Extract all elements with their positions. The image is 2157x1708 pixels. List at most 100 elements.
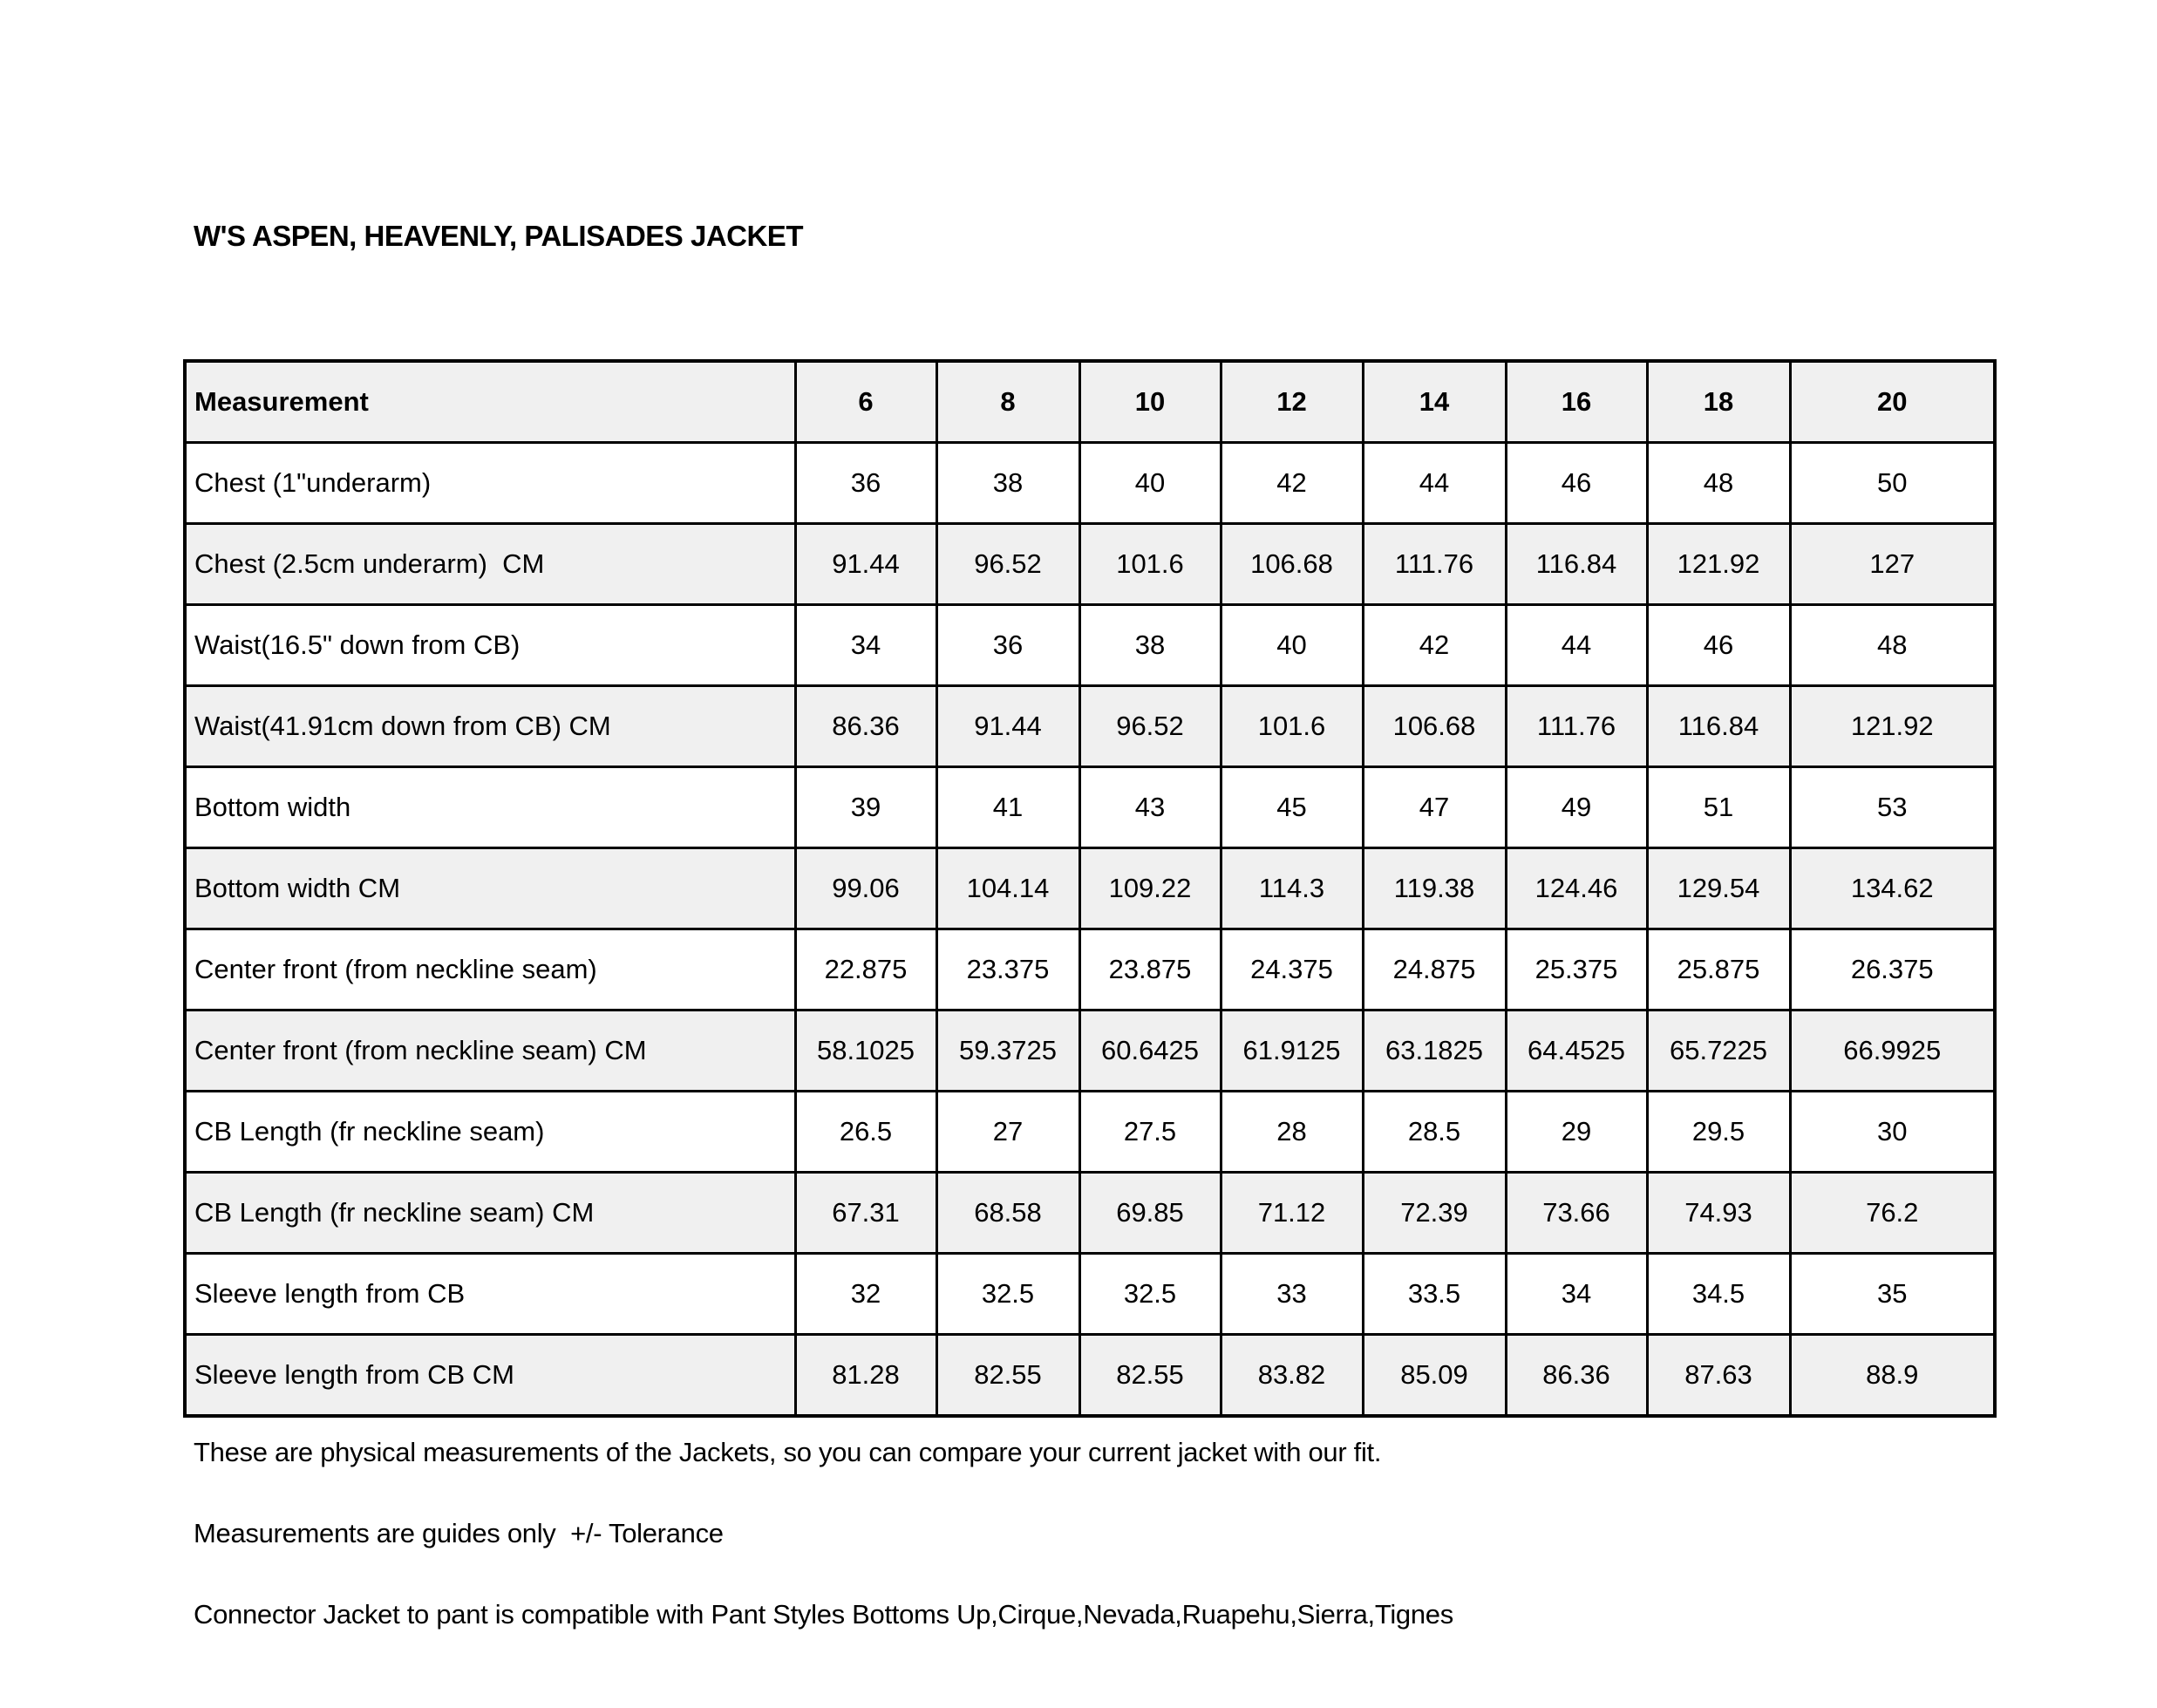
row-label: Chest (2.5cm underarm) CM: [183, 522, 797, 606]
measurement-value: 53: [1788, 766, 1997, 849]
measurement-value: 28: [1219, 1090, 1364, 1174]
measurement-value: 106.68: [1219, 522, 1364, 606]
table-row: Sleeve length from CB CM 81.28 82.55 82.55 8…: [183, 1333, 1997, 1418]
column-header-size: 12: [1219, 359, 1364, 444]
measurement-value: 46: [1645, 603, 1792, 687]
table-row: Bottom width CM 99.06 104.14 109.22 114.3 119…: [183, 847, 1997, 930]
measurement-value: 82.55: [935, 1333, 1081, 1418]
column-header-measurement: Measurement: [183, 359, 797, 444]
measurement-value: 44: [1361, 441, 1507, 525]
measurement-value: 34.5: [1645, 1252, 1792, 1336]
row-label: Bottom width CM: [183, 847, 797, 930]
measurement-value: 106.68: [1361, 684, 1507, 768]
measurement-value: 67.31: [793, 1171, 938, 1255]
size-chart-table: Measurement 6 8 10 12 14 16 18 20 Chest (1"under…: [183, 359, 1997, 1418]
measurement-value: 96.52: [935, 522, 1081, 606]
measurement-value: 33.5: [1361, 1252, 1507, 1336]
measurement-value: 134.62: [1788, 847, 1997, 930]
measurement-value: 86.36: [1504, 1333, 1649, 1418]
measurement-value: 119.38: [1361, 847, 1507, 930]
measurement-value: 76.2: [1788, 1171, 1997, 1255]
measurement-value: 29.5: [1645, 1090, 1792, 1174]
measurement-value: 73.66: [1504, 1171, 1649, 1255]
measurement-value: 46: [1504, 441, 1649, 525]
column-header-size: 20: [1788, 359, 1997, 444]
row-label: Waist(41.91cm down from CB) CM: [183, 684, 797, 768]
table-row: Sleeve length from CB 32 32.5 32.5 33 33.5 34 3…: [183, 1252, 1997, 1336]
measurement-value: 65.7225: [1645, 1009, 1792, 1092]
measurement-value: 45: [1219, 766, 1364, 849]
measurement-value: 48: [1645, 441, 1792, 525]
measurement-value: 23.375: [935, 928, 1081, 1011]
table-row: Chest (2.5cm underarm) CM 91.44 96.52 101.6…: [183, 522, 1997, 606]
table-row: CB Length (fr neckline seam) CM 67.31 68.5…: [183, 1171, 1997, 1255]
row-label: Sleeve length from CB: [183, 1252, 797, 1336]
measurement-value: 44: [1504, 603, 1649, 687]
measurement-value: 38: [935, 441, 1081, 525]
column-header-size: 14: [1361, 359, 1507, 444]
measurement-value: 27.5: [1078, 1090, 1222, 1174]
measurement-value: 127: [1788, 522, 1997, 606]
measurement-value: 121.92: [1645, 522, 1792, 606]
measurement-value: 32.5: [935, 1252, 1081, 1336]
measurement-value: 30: [1788, 1090, 1997, 1174]
table-header: Measurement 6 8 10 12 14 16 18 20: [183, 359, 1997, 444]
measurement-value: 63.1825: [1361, 1009, 1507, 1092]
page-title: W'S ASPEN, HEAVENLY, PALISADES JACKET: [194, 220, 803, 252]
measurement-value: 121.92: [1788, 684, 1997, 768]
measurement-value: 39: [793, 766, 938, 849]
row-label: CB Length (fr neckline seam): [183, 1090, 797, 1174]
measurement-value: 27: [935, 1090, 1081, 1174]
measurement-value: 64.4525: [1504, 1009, 1649, 1092]
note-physical-measurements: These are physical measurements of the J…: [194, 1437, 1382, 1467]
table-row: Bottom width 39 41 43 45 47 49 51 53: [183, 766, 1997, 849]
measurement-value: 25.375: [1504, 928, 1649, 1011]
table-row: Center front (from neckline seam) CM 58.1…: [183, 1009, 1997, 1092]
measurement-value: 111.76: [1504, 684, 1649, 768]
measurement-value: 36: [935, 603, 1081, 687]
measurement-value: 86.36: [793, 684, 938, 768]
measurement-value: 116.84: [1645, 684, 1792, 768]
row-label: Center front (from neckline seam) CM: [183, 1009, 797, 1092]
measurement-value: 88.9: [1788, 1333, 1997, 1418]
measurement-value: 81.28: [793, 1333, 938, 1418]
table-body: Chest (1"underarm) 36 38 40 42 44 46 48 50 Chest …: [183, 441, 1997, 1418]
measurement-value: 109.22: [1078, 847, 1222, 930]
measurement-value: 42: [1361, 603, 1507, 687]
measurement-value: 87.63: [1645, 1333, 1792, 1418]
column-header-size: 16: [1504, 359, 1649, 444]
measurement-value: 129.54: [1645, 847, 1792, 930]
measurement-value: 34: [1504, 1252, 1649, 1336]
measurement-value: 51: [1645, 766, 1792, 849]
measurement-value: 91.44: [793, 522, 938, 606]
column-header-size: 10: [1078, 359, 1222, 444]
column-header-size: 18: [1645, 359, 1792, 444]
measurement-value: 41: [935, 766, 1081, 849]
measurement-value: 82.55: [1078, 1333, 1222, 1418]
measurement-value: 25.875: [1645, 928, 1792, 1011]
measurement-value: 38: [1078, 603, 1222, 687]
table-row: Center front (from neckline seam) 22.875 2…: [183, 928, 1997, 1011]
measurement-value: 101.6: [1219, 684, 1364, 768]
measurement-value: 26.5: [793, 1090, 938, 1174]
measurement-value: 83.82: [1219, 1333, 1364, 1418]
note-connector-compatibility: Connector Jacket to pant is compatible w…: [194, 1599, 1453, 1630]
measurement-value: 124.46: [1504, 847, 1649, 930]
measurement-value: 71.12: [1219, 1171, 1364, 1255]
measurement-value: 40: [1078, 441, 1222, 525]
row-label: Chest (1"underarm): [183, 441, 797, 525]
measurement-value: 23.875: [1078, 928, 1222, 1011]
note-tolerance: Measurements are guides only +/- Toleran…: [194, 1518, 724, 1548]
measurement-value: 29: [1504, 1090, 1649, 1174]
row-label: Bottom width: [183, 766, 797, 849]
table-row: Waist(16.5" down from CB) 34 36 38 40 42 44 46 4…: [183, 603, 1997, 687]
row-label: Sleeve length from CB CM: [183, 1333, 797, 1418]
header-row: Measurement 6 8 10 12 14 16 18 20: [183, 359, 1997, 444]
measurement-value: 111.76: [1361, 522, 1507, 606]
measurement-value: 49: [1504, 766, 1649, 849]
measurement-value: 74.93: [1645, 1171, 1792, 1255]
row-label: Center front (from neckline seam): [183, 928, 797, 1011]
measurement-value: 47: [1361, 766, 1507, 849]
measurement-value: 50: [1788, 441, 1997, 525]
